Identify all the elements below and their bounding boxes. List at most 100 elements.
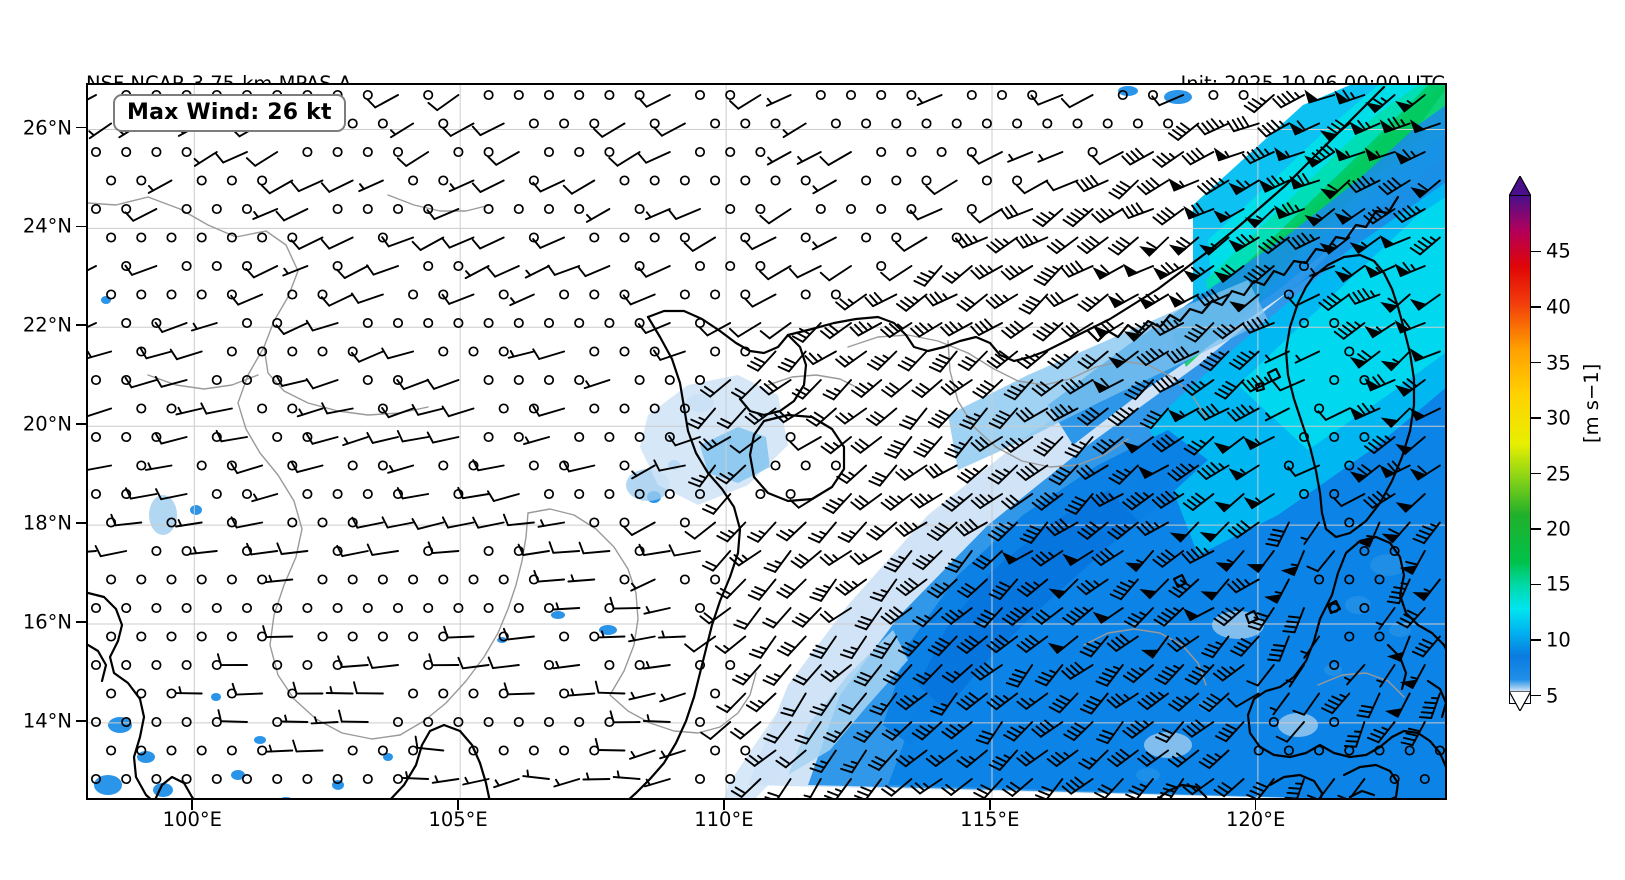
wind-barb — [1152, 434, 1185, 453]
wind-barb — [1122, 263, 1154, 278]
wind-barb — [941, 265, 973, 284]
wind-barb — [1229, 293, 1260, 313]
y-tick — [76, 126, 86, 129]
calm-circle — [740, 118, 751, 129]
wind-barb — [1032, 208, 1064, 228]
calm-circle — [362, 146, 373, 158]
wind-barb — [643, 778, 671, 788]
wind-barb — [189, 546, 218, 555]
wind-barb — [1140, 635, 1170, 659]
wind-barb — [320, 236, 354, 250]
wind-barb — [866, 350, 898, 371]
wind-barb — [320, 179, 354, 193]
wind-barb — [729, 94, 762, 110]
wind-barb — [822, 721, 852, 743]
wind-barb — [1304, 89, 1336, 104]
wind-barb — [1007, 151, 1034, 163]
wind-barb — [1016, 749, 1049, 767]
wind-barb — [1409, 293, 1441, 311]
wind-barb — [1152, 549, 1185, 568]
colorbar-tick — [1531, 417, 1541, 419]
calm-circle — [468, 745, 479, 756]
calm-circle — [90, 659, 102, 671]
wind-barb — [819, 265, 852, 282]
wind-barb — [1199, 236, 1230, 256]
wind-barb — [1214, 493, 1245, 513]
wind-barb — [1183, 265, 1215, 283]
calm-circle — [1298, 260, 1310, 272]
calm-circle — [317, 574, 328, 585]
wind-barb — [533, 569, 566, 583]
calm-circle — [392, 374, 404, 386]
calm-circle — [589, 403, 600, 414]
wind-barb — [553, 778, 581, 788]
wind-barb — [927, 407, 958, 429]
wind-barb — [883, 550, 913, 573]
wind-barb — [622, 293, 656, 306]
calm-circle — [226, 631, 237, 642]
wind-barb — [427, 94, 460, 112]
calm-circle — [136, 232, 147, 243]
wind-barb — [747, 578, 777, 601]
wind-barb — [684, 635, 717, 653]
calm-circle — [423, 602, 434, 614]
wind-barb — [1356, 692, 1381, 719]
wind-barb — [1349, 349, 1381, 369]
wind-barb — [1349, 402, 1381, 421]
wind-barb — [1121, 202, 1154, 219]
y-tick — [76, 423, 86, 425]
wind-barb — [1092, 264, 1124, 280]
wind-barb — [776, 635, 807, 657]
calm-circle — [543, 659, 555, 671]
wind-barb — [1108, 179, 1139, 200]
calm-circle — [513, 317, 524, 329]
wind-barb — [1061, 661, 1094, 680]
calm-circle — [574, 317, 585, 329]
wind-barb — [1269, 692, 1290, 716]
wind-barb — [1247, 607, 1275, 631]
wind-barb — [1166, 346, 1200, 364]
wind-barb — [1095, 664, 1124, 687]
wind-barb — [988, 749, 1019, 771]
wind-barb — [1045, 518, 1079, 537]
y-tick — [76, 225, 86, 228]
calm-circle — [121, 602, 132, 614]
x-tick — [457, 800, 459, 810]
wind-barb — [350, 292, 384, 304]
calm-circle — [1359, 431, 1370, 443]
wind-barb — [1300, 635, 1321, 659]
calm-circle — [1344, 631, 1355, 642]
wind-barb — [231, 682, 264, 696]
wind-barb — [1107, 236, 1139, 256]
wind-barb — [1409, 119, 1441, 134]
wind-barb — [924, 463, 958, 479]
wind-barb — [427, 541, 460, 555]
calm-circle — [604, 431, 615, 443]
calm-circle — [513, 602, 524, 614]
wind-barb — [668, 544, 701, 557]
calm-circle — [121, 431, 132, 443]
calm-circle — [770, 175, 781, 186]
wind-barb — [381, 236, 415, 248]
calm-circle — [211, 602, 222, 614]
wind-barb — [487, 151, 520, 166]
wind-barb — [790, 550, 822, 569]
wind-barb — [744, 749, 777, 767]
wind-barb — [1394, 261, 1426, 278]
wind-barb — [1064, 436, 1094, 458]
calm-circle — [166, 745, 177, 756]
wind-barb — [1152, 151, 1185, 168]
wind-barb — [988, 407, 1019, 430]
wind-barb — [389, 122, 415, 139]
calm-circle — [543, 602, 555, 614]
wind-barb — [972, 550, 1003, 570]
y-tick — [76, 324, 86, 327]
wind-barb — [1280, 550, 1305, 577]
calm-circle — [589, 289, 600, 300]
calm-circle — [90, 716, 102, 728]
calm-circle — [785, 488, 796, 500]
calm-circle — [559, 289, 570, 300]
x-tick-label-0: 100°E — [162, 808, 222, 831]
wind-barb — [1136, 177, 1170, 196]
calm-circle — [1434, 745, 1445, 756]
